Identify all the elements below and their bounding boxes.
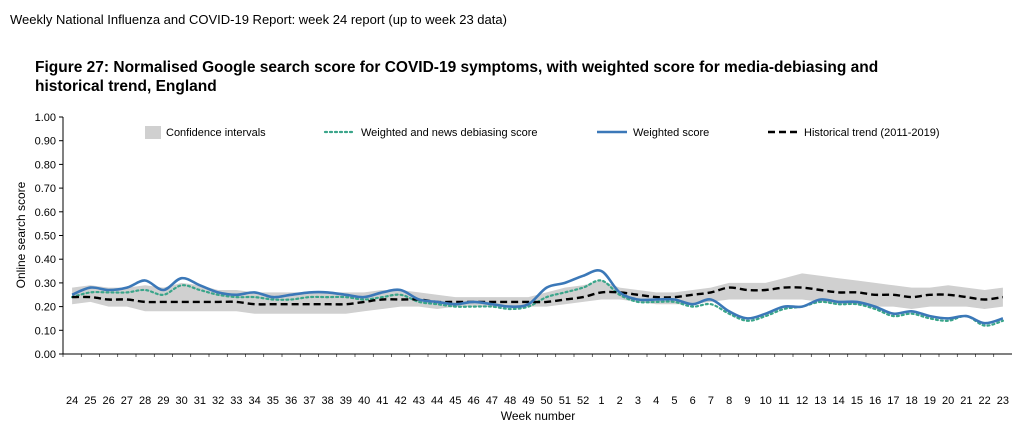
- x-tick-label: 51: [559, 395, 571, 407]
- y-axis-title: Online search score: [14, 181, 28, 288]
- x-tick-label: 28: [139, 395, 151, 407]
- report-header: Weekly National Influenza and COVID-19 R…: [10, 12, 507, 27]
- series-line-weighted: [71, 269, 1004, 325]
- y-tick-label: 0.00: [35, 349, 56, 361]
- x-tick-label: 33: [230, 395, 242, 407]
- legend-label: Weighted score: [633, 127, 709, 139]
- y-tick-label: 0.60: [35, 207, 56, 219]
- x-tick-label: 36: [285, 395, 297, 407]
- x-tick-label: 40: [358, 395, 370, 407]
- y-tick-label: 1.00: [35, 112, 56, 124]
- x-tick-label: 20: [942, 395, 954, 407]
- x-tick-label: 16: [869, 395, 881, 407]
- x-tick-label: 7: [708, 395, 714, 407]
- x-tick-label: 11: [778, 395, 789, 407]
- y-tick-label: 0.30: [35, 278, 56, 290]
- x-tick-label: 3: [635, 395, 641, 407]
- legend-item-historical: Historical trend (2011-2019): [768, 127, 940, 139]
- x-axis-title: Week number: [501, 409, 575, 423]
- y-tick-label: 0.40: [35, 254, 56, 266]
- x-tick-label: 25: [84, 395, 96, 407]
- x-tick-label: 42: [395, 395, 407, 407]
- x-tick-label: 5: [671, 395, 677, 407]
- x-tick-label: 17: [887, 395, 899, 407]
- x-tick-label: 9: [744, 395, 750, 407]
- legend-label: Confidence intervals: [166, 127, 266, 139]
- x-tick-label: 37: [303, 395, 315, 407]
- x-tick-label: 10: [760, 395, 772, 407]
- x-tick-label: 41: [376, 395, 388, 407]
- x-tick-label: 30: [176, 395, 188, 407]
- x-tick-label: 46: [468, 395, 480, 407]
- x-tick-label: 15: [851, 395, 863, 407]
- legend-label: Weighted and news debiasing score: [361, 127, 538, 139]
- y-tick-label: 0.20: [35, 302, 56, 314]
- x-tick-label: 52: [577, 395, 589, 407]
- x-tick-label: 35: [267, 395, 279, 407]
- legend-item-weighted: Weighted score: [597, 127, 709, 139]
- x-tick-label: 23: [997, 395, 1009, 407]
- y-tick-label: 0.50: [35, 231, 56, 243]
- y-tick-label: 0.10: [35, 325, 56, 337]
- y-tick-label: 0.90: [35, 136, 56, 148]
- x-tick-label: 27: [121, 395, 133, 407]
- x-tick-label: 24: [66, 395, 78, 407]
- x-tick-label: 8: [726, 395, 732, 407]
- x-tick-label: 1: [598, 395, 604, 407]
- x-tick-label: 13: [814, 395, 826, 407]
- legend-item-ci: Confidence intervals: [145, 126, 266, 139]
- x-tick-label: 34: [249, 395, 261, 407]
- chart-legend: Confidence intervals Weighted and news de…: [145, 126, 940, 139]
- x-tick-label: 19: [924, 395, 936, 407]
- x-tick-label: 4: [653, 395, 659, 407]
- x-tick-label: 44: [431, 395, 443, 407]
- x-tick-label: 12: [796, 395, 808, 407]
- x-tick-label: 32: [212, 395, 224, 407]
- x-tick-label: 47: [486, 395, 498, 407]
- x-tick-label: 50: [541, 395, 553, 407]
- x-tick-label: 48: [504, 395, 516, 407]
- x-tick-label: 39: [340, 395, 352, 407]
- series-lines: [71, 269, 1004, 327]
- y-tick-label: 0.70: [35, 183, 56, 195]
- x-tick-label: 18: [906, 395, 918, 407]
- x-tick-label: 49: [522, 395, 534, 407]
- figure-title: Figure 27: Normalised Google search scor…: [35, 59, 879, 95]
- x-tick-label: 6: [690, 395, 696, 407]
- x-tick-label: 2: [617, 395, 623, 407]
- axes: 0.00 0.10 0.20 0.30 0.40 0.50 0.60 0.70 0.80 0.90…: [35, 112, 1012, 407]
- series-line-historical: [72, 286, 1004, 306]
- x-tick-label: 43: [413, 395, 425, 407]
- legend-label: Historical trend (2011-2019): [804, 127, 940, 139]
- x-tick-label: 45: [449, 395, 461, 407]
- y-tick-label: 0.80: [35, 159, 56, 171]
- x-tick-label: 14: [833, 395, 845, 407]
- legend-swatch: [145, 126, 161, 139]
- x-tick-label: 38: [322, 395, 334, 407]
- x-tick-label: 22: [979, 395, 991, 407]
- x-tick-label: 31: [194, 395, 206, 407]
- x-tick-label: 21: [960, 395, 972, 407]
- x-tick-label: 29: [157, 395, 169, 407]
- x-tick-label: 26: [103, 395, 115, 407]
- legend-item-weighted-news: Weighted and news debiasing score: [323, 127, 538, 139]
